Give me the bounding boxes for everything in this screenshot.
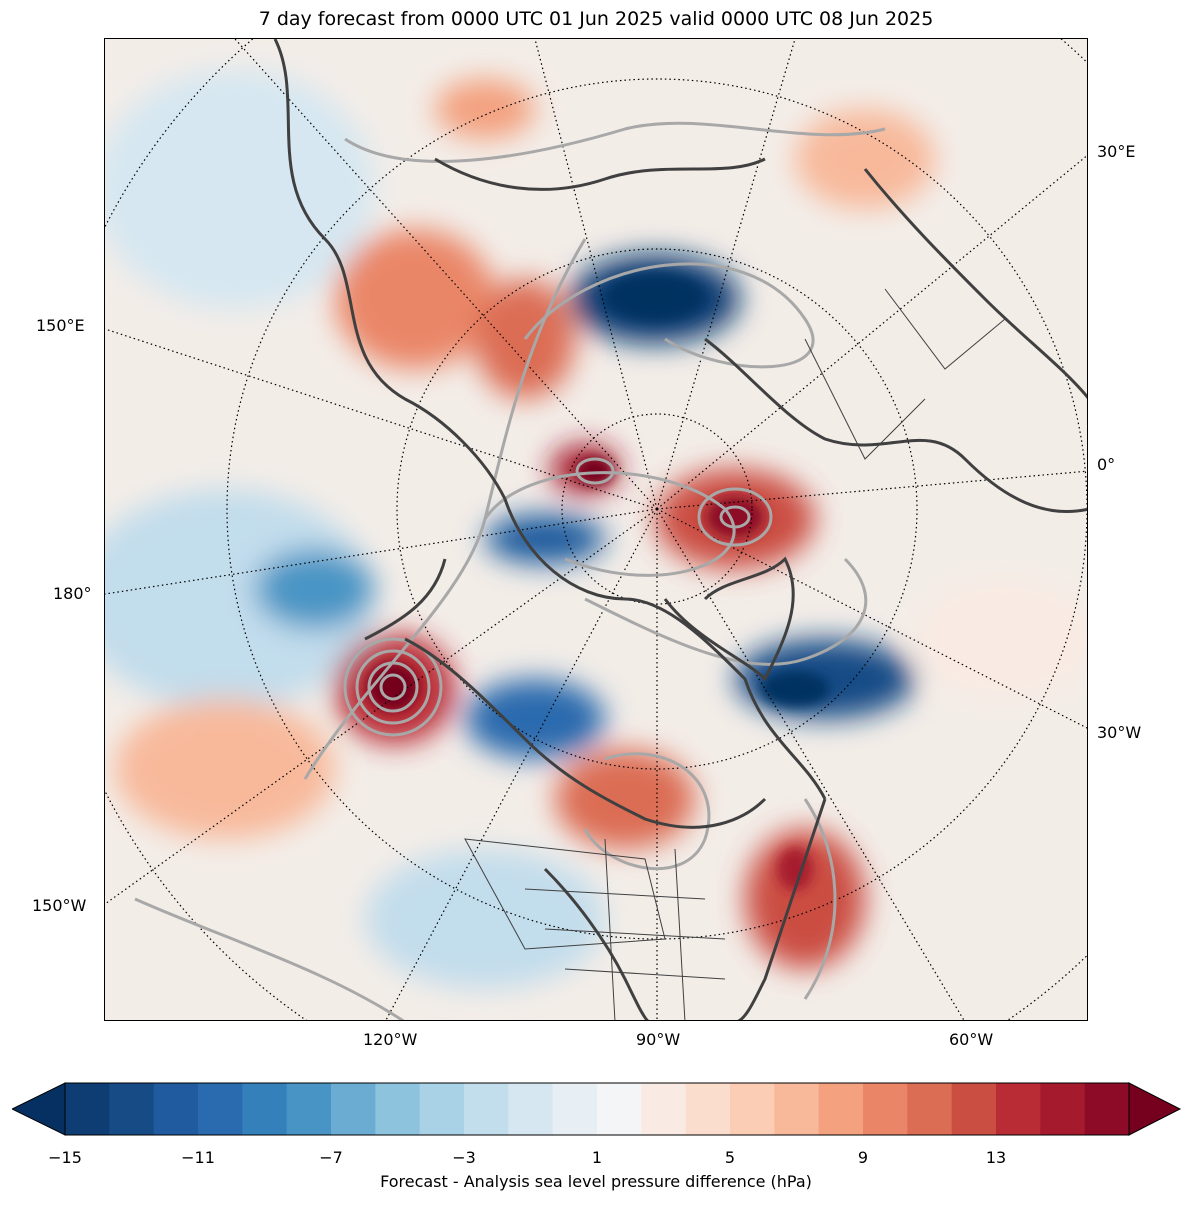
colorbar-cell [774,1083,820,1135]
colorbar-cell [286,1083,332,1135]
lon-label-60w: 60°W [949,1030,994,1049]
colorbar-tick-label: −11 [181,1148,215,1167]
colorbar-max-arrow [1128,1082,1182,1136]
colorbar-cell [641,1083,687,1135]
colorbar-cell [996,1083,1041,1135]
colorbar-cell [198,1083,243,1135]
colorbar-cell [1040,1083,1086,1135]
colorbar-tick-label: −3 [452,1148,476,1167]
colorbar-cell [109,1083,155,1135]
colorbar-cell [818,1083,864,1135]
colorbar-cell [375,1083,421,1135]
colorbar-tick-label: 5 [724,1148,736,1167]
colorbar-cell [242,1083,288,1135]
lon-label-0: 0° [1097,455,1116,474]
colorbar-tick-label: −15 [48,1148,82,1167]
colorbar-cell [331,1083,376,1135]
borders [464,288,1006,1020]
colorbar-min-arrow [12,1082,66,1136]
colorbar-cell [685,1083,731,1135]
colorbar-label: Forecast - Analysis sea level pressure d… [380,1172,812,1191]
lon-label-150w: 150°W [32,896,87,915]
colorbar-cell [552,1083,598,1135]
coastlines [273,39,1087,1020]
colorbar-cell [464,1083,509,1135]
colorbar-tick-label: 13 [985,1148,1007,1167]
colorbar-cell [508,1083,554,1135]
colorbar-cell [907,1083,953,1135]
colorbar-cell [153,1083,199,1135]
lon-label-180: 180° [53,584,92,603]
colorbar-cell [1084,1083,1130,1135]
colorbar-cell [951,1083,997,1135]
colorbar [12,1082,1182,1136]
colorbar-tick-label: −7 [319,1148,343,1167]
colorbar-cell [730,1083,775,1135]
colorbar-cell [597,1083,642,1135]
lon-label-30w: 30°W [1097,723,1142,742]
colorbar-cell [65,1083,110,1135]
colorbar-cell [863,1083,908,1135]
lon-label-30e: 30°E [1097,142,1136,161]
lon-label-150e: 150°E [36,316,85,335]
figure-title: 7 day forecast from 0000 UTC 01 Jun 2025… [258,8,934,30]
colorbar-cell [419,1083,465,1135]
map-panel [104,38,1088,1021]
isobars [134,121,886,1020]
lon-label-120w: 120°W [363,1030,418,1049]
colorbar-tick-label: 1 [591,1148,603,1167]
map-canvas [105,39,1087,1020]
colorbar-tick-label: 9 [857,1148,869,1167]
lon-label-90w: 90°W [636,1030,681,1049]
